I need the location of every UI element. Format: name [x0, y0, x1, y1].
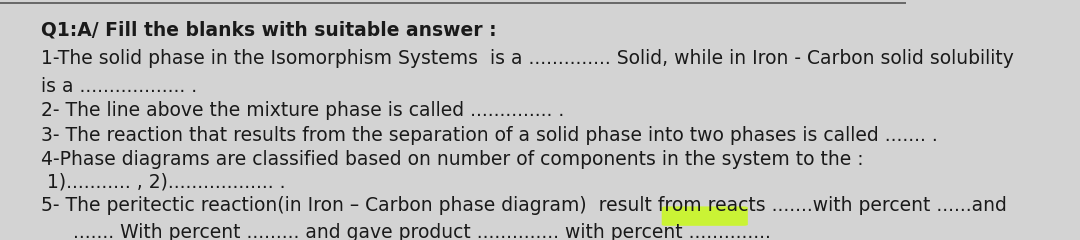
- Text: 2- The line above the mixture phase is called .............. .: 2- The line above the mixture phase is c…: [41, 101, 564, 120]
- Text: 1-The solid phase in the Isomorphism Systems  is a .............. Solid, while i: 1-The solid phase in the Isomorphism Sys…: [41, 49, 1014, 68]
- Text: is a .................. .: is a .................. .: [41, 77, 197, 96]
- Text: ....... With percent ......... and gave product .............. with percent ....: ....... With percent ......... and gave …: [72, 223, 770, 240]
- Text: 4-Phase diagrams are classified based on number of components in the system to t: 4-Phase diagrams are classified based on…: [41, 150, 863, 169]
- Text: 3- The reaction that results from the separation of a solid phase into two phase: 3- The reaction that results from the se…: [41, 126, 937, 145]
- Text: 1)........... , 2).................. .: 1)........... , 2).................. .: [41, 173, 285, 192]
- Text: Q1:A/ Fill the blanks with suitable answer :: Q1:A/ Fill the blanks with suitable answ…: [41, 20, 497, 39]
- Text: 5- The peritectic reaction(in Iron – Carbon phase diagram)  result from reacts .: 5- The peritectic reaction(in Iron – Car…: [41, 196, 1007, 215]
- FancyBboxPatch shape: [662, 206, 747, 226]
